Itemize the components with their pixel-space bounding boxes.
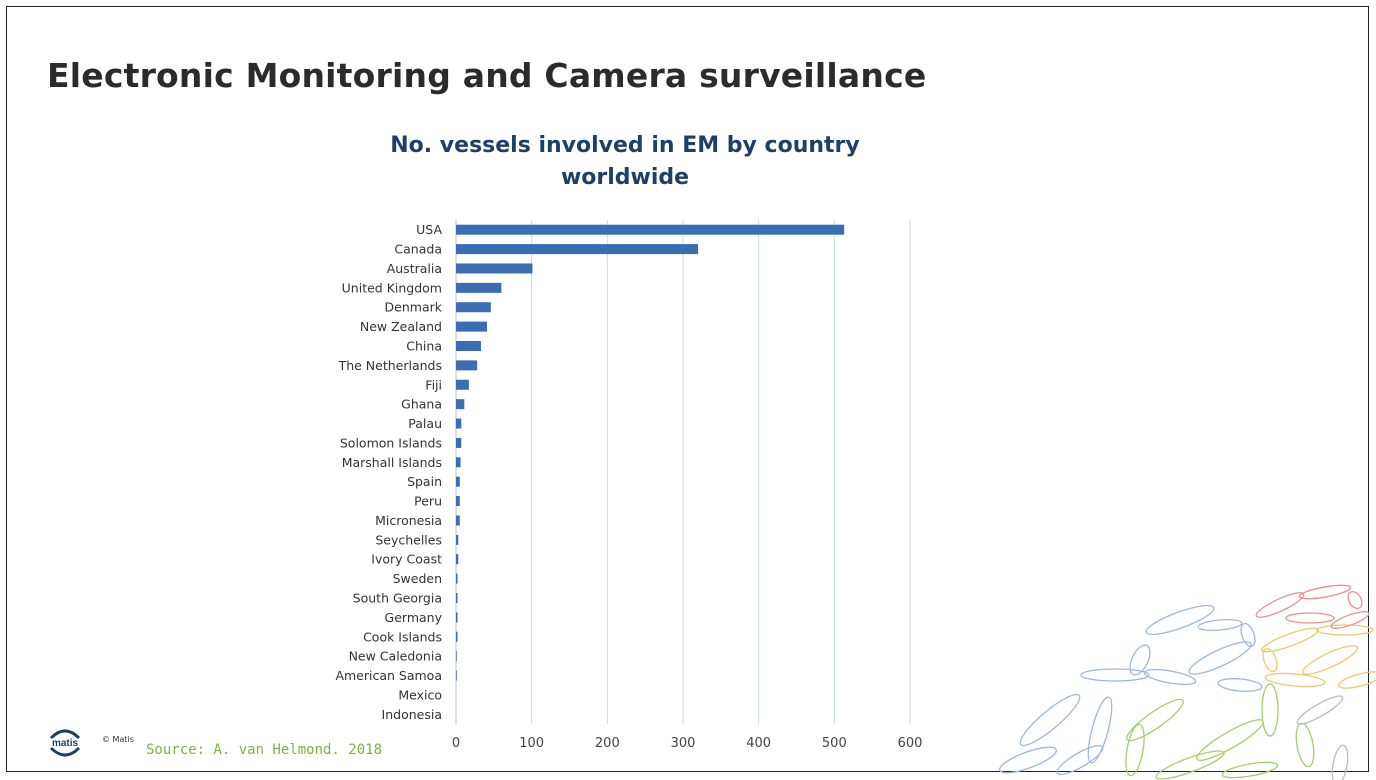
category-label: New Zealand — [360, 319, 442, 334]
category-label: China — [406, 339, 442, 354]
bar — [456, 282, 502, 293]
bar — [456, 651, 457, 662]
bar — [456, 399, 465, 410]
category-label: Australia — [387, 261, 442, 276]
bar — [456, 496, 460, 507]
x-tick-label: 0 — [452, 736, 460, 751]
bar — [456, 418, 462, 429]
category-label: Mexico — [398, 687, 442, 702]
bar — [456, 534, 459, 545]
decorative-leaf-pattern — [999, 584, 1376, 780]
category-label: Cook Islands — [363, 629, 442, 644]
source-text: Source: A. van Helmond. 2018 — [146, 742, 383, 758]
category-label: Micronesia — [375, 513, 442, 528]
bar — [456, 593, 458, 603]
bar — [456, 224, 845, 235]
category-label: South Georgia — [353, 591, 442, 606]
category-label: Solomon Islands — [340, 435, 442, 450]
bar — [456, 670, 457, 681]
category-label: Peru — [414, 494, 442, 509]
category-label: Marshall Islands — [342, 455, 442, 470]
category-label: Indonesia — [382, 707, 442, 722]
bar — [456, 379, 469, 390]
x-tick-label: 200 — [595, 736, 620, 751]
copyright-text: © Matis — [102, 735, 134, 744]
bar — [456, 631, 458, 642]
bar — [456, 302, 491, 313]
bar — [456, 476, 460, 487]
category-label: United Kingdom — [342, 280, 442, 295]
slide-title: Electronic Monitoring and Camera surveil… — [47, 56, 927, 95]
category-label: Ghana — [401, 397, 442, 412]
slide-frame — [6, 6, 1369, 772]
logo-text: matis — [52, 738, 79, 749]
chart-title-line-2: worldwide — [560, 165, 690, 190]
bar — [456, 612, 458, 623]
bar — [456, 263, 533, 274]
category-label: New Caledonia — [349, 649, 442, 664]
x-tick-label: 500 — [822, 736, 847, 751]
x-tick-label: 300 — [671, 736, 696, 751]
category-label: USA — [416, 222, 442, 237]
bar — [456, 573, 458, 584]
category-label: Seychelles — [375, 532, 442, 547]
bar — [456, 244, 699, 255]
bar — [456, 341, 481, 351]
category-label: Canada — [394, 242, 442, 257]
bar — [456, 437, 462, 448]
category-label: Palau — [408, 416, 442, 431]
category-label: Spain — [407, 474, 442, 489]
x-tick-label: 400 — [746, 736, 771, 751]
bar — [456, 360, 478, 371]
matis-logo: matis — [49, 729, 81, 757]
chart-title-line-1: No. vessels involved in EM by country — [390, 133, 860, 158]
chart-title: No. vessels involved in EM by country wo… — [330, 130, 920, 194]
bar — [456, 321, 488, 332]
bar — [456, 457, 461, 468]
bar — [456, 515, 460, 526]
category-label: Sweden — [393, 571, 442, 586]
x-tick-label: 600 — [898, 736, 923, 751]
category-label: Denmark — [385, 300, 443, 315]
bar — [456, 554, 459, 565]
category-label: Ivory Coast — [371, 552, 442, 567]
x-tick-label: 100 — [519, 736, 544, 751]
category-label: Germany — [385, 610, 443, 625]
category-label: American Samoa — [335, 668, 442, 683]
category-label: Fiji — [425, 377, 442, 392]
category-label: The Netherlands — [338, 358, 442, 373]
